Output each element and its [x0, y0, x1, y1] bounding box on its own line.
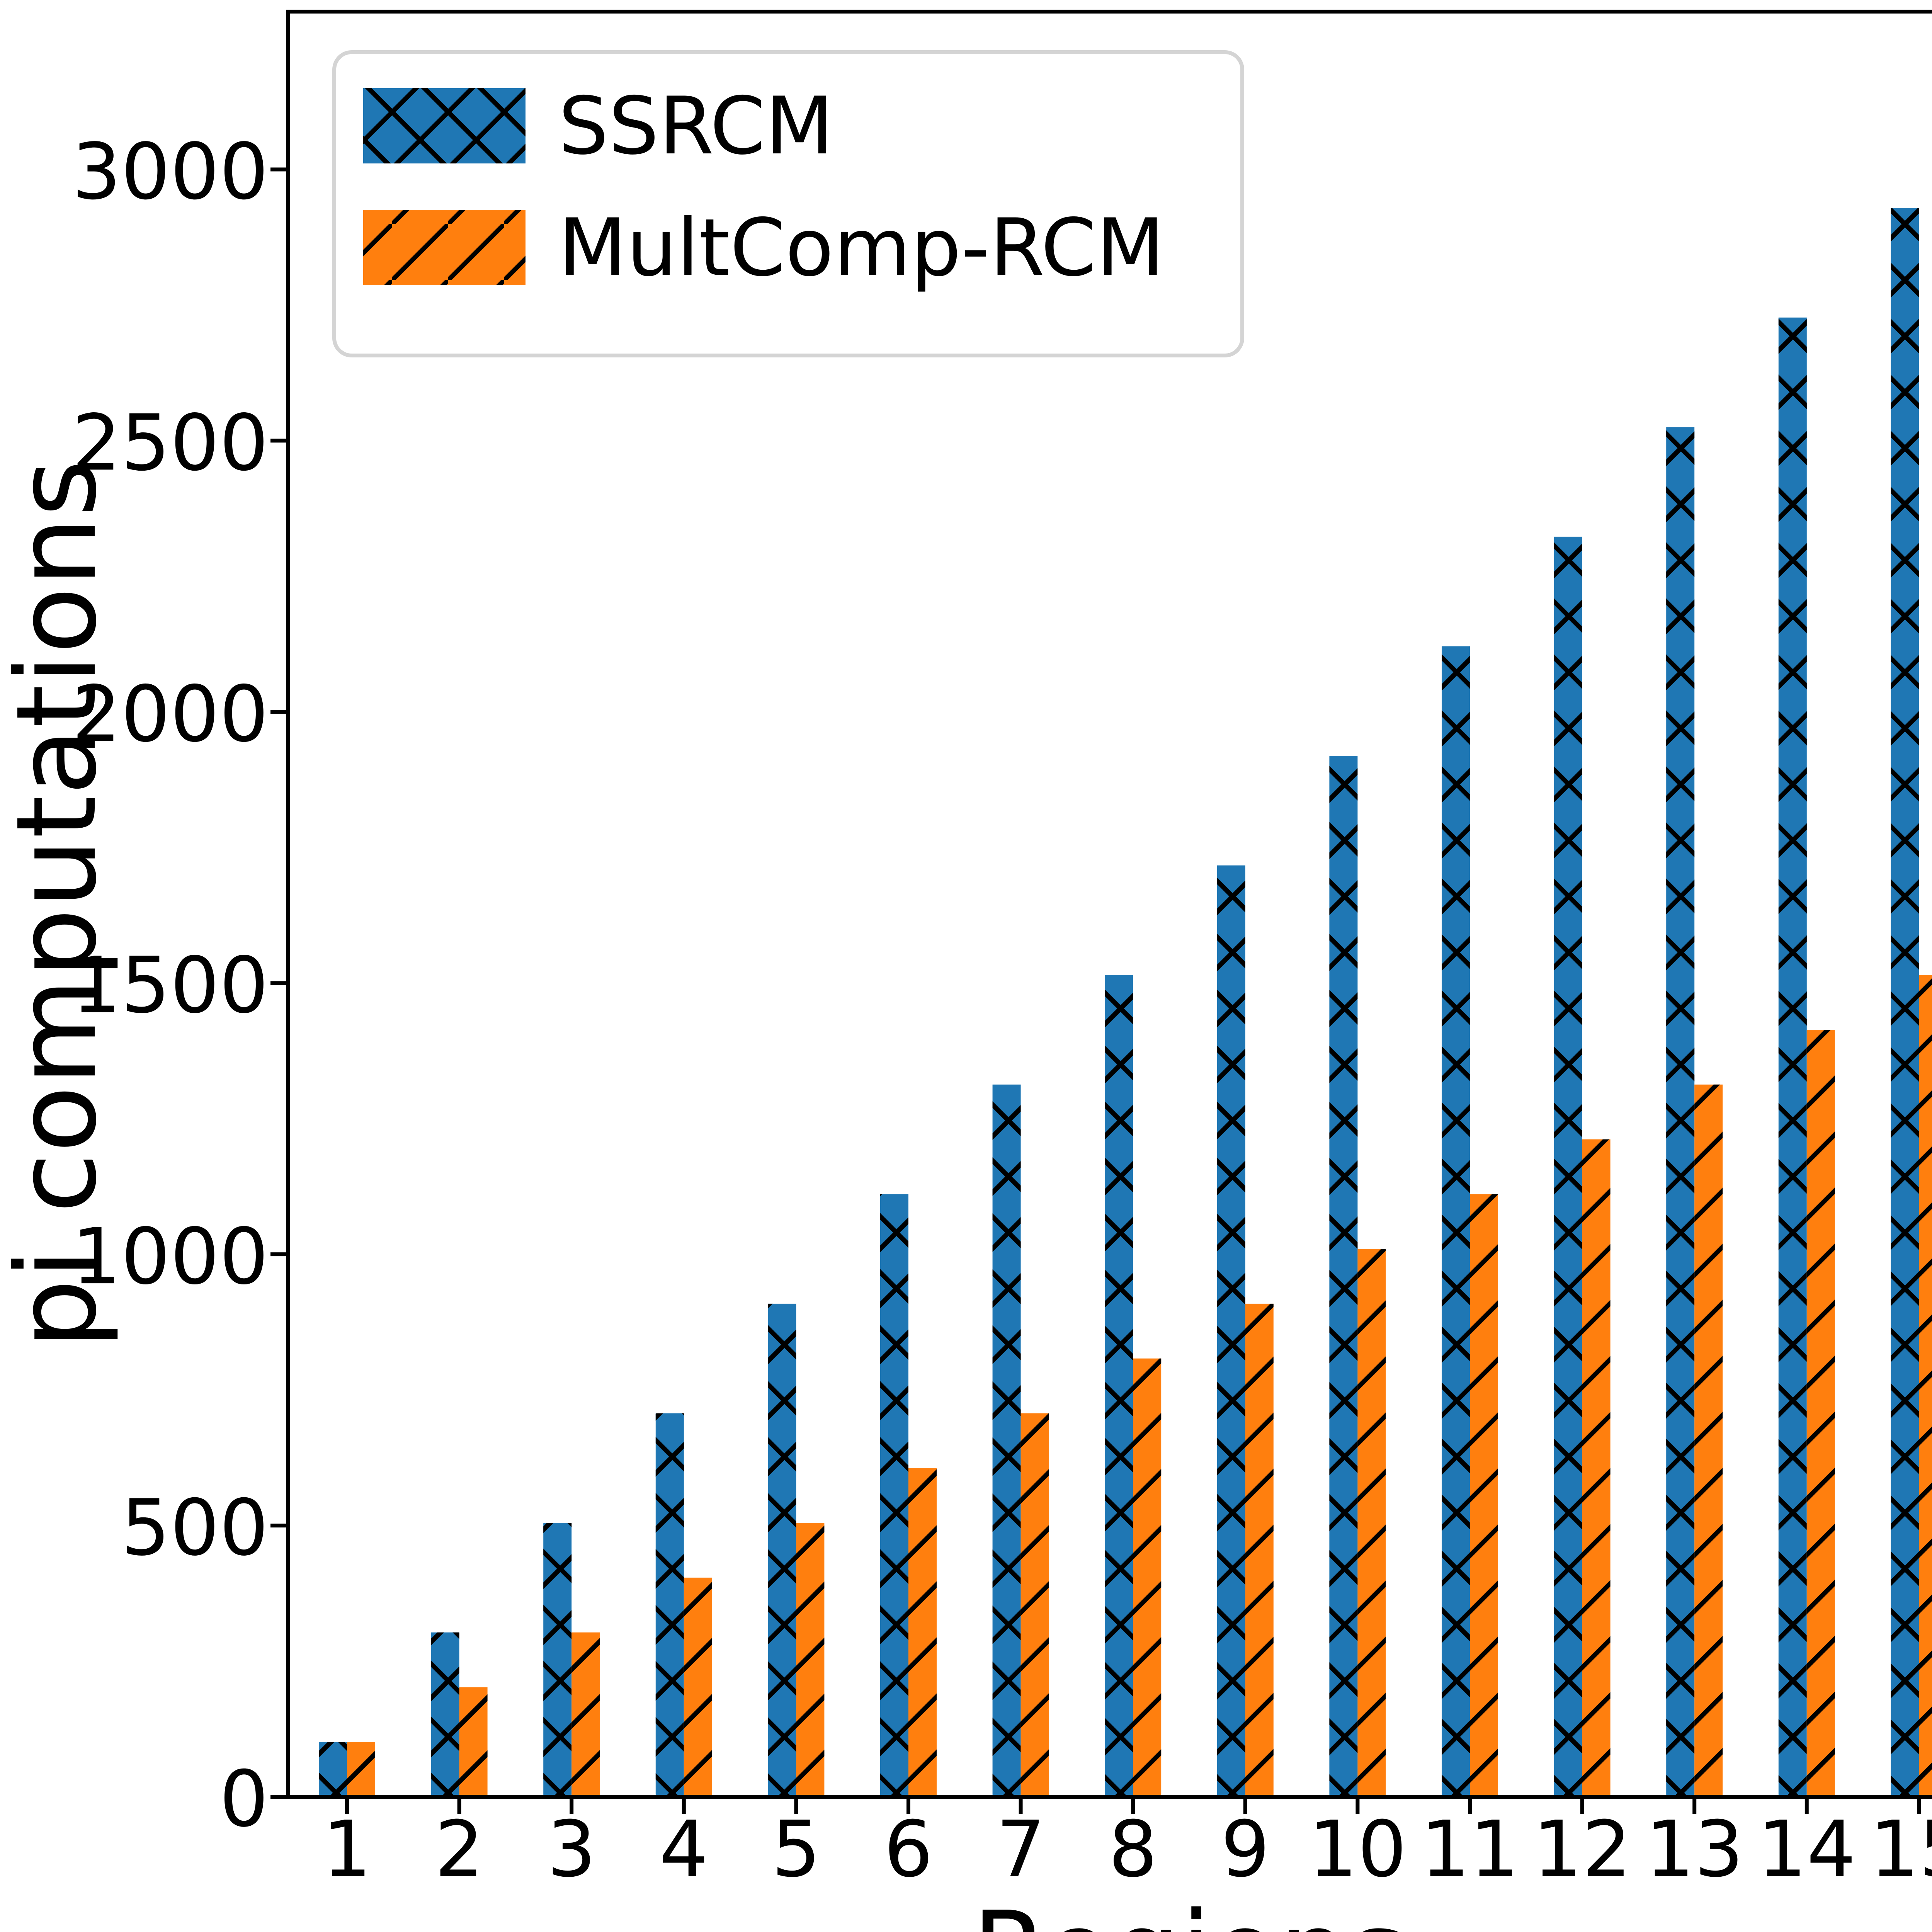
x-axis-ticks: 12345678910111213141516: [322, 1797, 1932, 1895]
bar-hatch-ssrcm-region-5: [768, 1303, 796, 1797]
bar-hatch-ssrcm-region-12: [1554, 536, 1582, 1797]
legend-box: [332, 50, 1244, 357]
x-tick-label: 2: [435, 1804, 484, 1895]
bar-hatch-ssrcm-region-15: [1891, 208, 1919, 1797]
legend-label-ssrcm: SSRCM: [558, 80, 834, 172]
bar-hatch-multcomp-rcm-region-4: [684, 1577, 712, 1797]
x-tick-label: 10: [1308, 1804, 1407, 1895]
y-tick-label: 2500: [72, 398, 269, 488]
bar-hatch-ssrcm-region-9: [1217, 865, 1245, 1797]
x-tick-label: 3: [547, 1804, 596, 1895]
bar-hatch-multcomp-rcm-region-6: [908, 1468, 937, 1797]
y-tick-label: 1000: [72, 1212, 269, 1302]
x-tick-label: 7: [996, 1804, 1045, 1895]
y-tick-label: 500: [121, 1483, 269, 1573]
y-tick-label: 1500: [72, 940, 269, 1031]
bar-hatch-multcomp-rcm-region-3: [571, 1632, 600, 1797]
bar-hatch-ssrcm-region-6: [880, 1194, 908, 1797]
bar-hatch-ssrcm-region-4: [655, 1413, 684, 1797]
bar-hatch-ssrcm-region-10: [1329, 756, 1358, 1797]
bar-hatch-ssrcm-region-11: [1442, 646, 1470, 1797]
bar-hatch-multcomp-rcm-region-12: [1582, 1139, 1611, 1797]
bar-hatch-multcomp-rcm-region-9: [1245, 1303, 1274, 1797]
y-tick-label: 2000: [72, 669, 269, 759]
bar-hatch-multcomp-rcm-region-15: [1919, 975, 1932, 1797]
bar-hatch-ssrcm-region-2: [431, 1632, 459, 1797]
x-axis-label: Regions: [972, 1888, 1406, 1932]
x-tick-label: 14: [1758, 1804, 1856, 1895]
x-tick-label: 9: [1221, 1804, 1270, 1895]
bar-hatch-multcomp-rcm-region-13: [1694, 1084, 1723, 1797]
x-tick-label: 1: [322, 1804, 371, 1895]
bar-hatch-ssrcm-region-13: [1666, 427, 1695, 1797]
bar-hatch-ssrcm-region-7: [992, 1084, 1021, 1797]
y-axis-label: pi computations: [0, 459, 121, 1349]
bar-hatch-ssrcm-region-14: [1778, 317, 1807, 1797]
bar-hatch-ssrcm-region-1: [319, 1742, 347, 1797]
y-tick-label: 3000: [72, 127, 269, 217]
x-tick-label: 6: [884, 1804, 933, 1895]
bar-hatch-multcomp-rcm-region-14: [1806, 1029, 1835, 1797]
bar-hatch-multcomp-rcm-region-5: [796, 1523, 825, 1797]
bar-hatch-ssrcm-region-3: [543, 1523, 572, 1797]
x-tick-label: 11: [1421, 1804, 1519, 1895]
legend-swatch-hatch-ssrcm: [363, 88, 526, 163]
bar-hatch-multcomp-rcm-region-1: [347, 1742, 375, 1797]
x-tick-label: 5: [772, 1804, 821, 1895]
x-tick-label: 8: [1109, 1804, 1158, 1895]
bar-hatch-multcomp-rcm-region-2: [459, 1687, 488, 1797]
y-tick-label: 0: [219, 1754, 269, 1844]
axes-box: [286, 10, 1932, 1799]
x-tick-label: 12: [1533, 1804, 1631, 1895]
x-tick-label: 13: [1645, 1804, 1744, 1895]
x-tick-label: 15: [1870, 1804, 1932, 1895]
x-tick-label: 4: [659, 1804, 708, 1895]
legend-swatch-hatch-multcomp-rcm: [363, 210, 526, 285]
y-axis-ticks: 0 500 1000 1500 2000 2500 3000: [72, 127, 288, 1844]
bar-hatch-multcomp-rcm-region-7: [1020, 1413, 1049, 1797]
bar-hatch-multcomp-rcm-region-11: [1470, 1194, 1498, 1797]
bars-layer: [319, 208, 1932, 1797]
bar-hatch-multcomp-rcm-region-8: [1133, 1358, 1162, 1797]
bar-hatch-multcomp-rcm-region-10: [1357, 1249, 1386, 1797]
legend: SSRCM MultComp-RCM: [332, 50, 1244, 357]
legend-label-multcomp-rcm: MultComp-RCM: [558, 202, 1165, 294]
bar-hatch-ssrcm-region-8: [1105, 975, 1133, 1797]
legend-entries: SSRCM MultComp-RCM: [363, 80, 1165, 294]
